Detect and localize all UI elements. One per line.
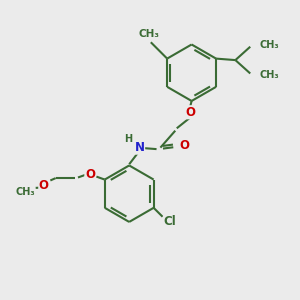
Text: N: N (135, 141, 145, 154)
Text: CH₃: CH₃ (260, 40, 279, 50)
Text: O: O (185, 106, 195, 119)
Text: O: O (85, 168, 95, 181)
Text: CH₃: CH₃ (15, 187, 35, 197)
Text: H: H (124, 134, 132, 144)
Text: CH₃: CH₃ (260, 70, 279, 80)
Text: O: O (39, 179, 49, 192)
Text: CH₃: CH₃ (139, 29, 160, 39)
Text: O: O (179, 139, 189, 152)
Text: Cl: Cl (164, 215, 176, 228)
